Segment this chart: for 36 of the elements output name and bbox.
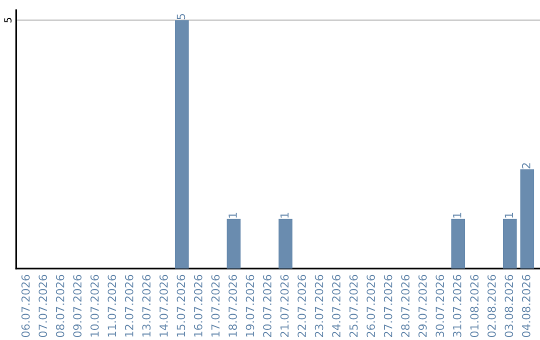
x-tick-label: 31.07.2026 — [452, 274, 462, 337]
x-tick-label: 20.07.2026 — [263, 274, 272, 337]
x-tick-label: 07.07.2026 — [38, 274, 48, 338]
x-tick-label: 08.07.2026 — [56, 274, 64, 338]
x-tick-label: 01.08.2026 — [470, 274, 479, 338]
x-tick-label: 15.07.2026 — [176, 274, 186, 337]
x-tick-label: 29.07.2026 — [418, 274, 427, 337]
x-tick-label: 12.07.2026 — [124, 274, 134, 337]
x-tick-label: 04.08.2026 — [522, 274, 530, 338]
x-tick-label: 19.07.2026 — [246, 274, 254, 337]
x-tick-label: 26.07.2026 — [366, 274, 376, 337]
x-tick-label: 17.07.2026 — [211, 274, 220, 337]
x-tick-label: 03.08.2026 — [504, 274, 514, 338]
x-tick-label: 22.07.2026 — [298, 274, 306, 337]
x-tick-label: 14.07.2026 — [159, 274, 168, 337]
x-tick-label: 23.07.2026 — [314, 274, 324, 337]
data-label: 1 — [280, 212, 289, 218]
data-label: 1 — [504, 212, 513, 218]
data-label: 1 — [453, 212, 462, 218]
x-tick-label: 10.07.2026 — [90, 274, 99, 337]
data-label: 2 — [522, 163, 530, 168]
data-label: 1 — [228, 212, 237, 218]
x-tick-label: 27.07.2026 — [384, 274, 392, 337]
x-tick-label: 30.07.2026 — [436, 274, 444, 337]
x-tick-label: 16.07.2026 — [194, 274, 202, 337]
x-tick-label: 06.07.2026 — [21, 274, 30, 338]
x-tick-label: 18.07.2026 — [228, 274, 237, 337]
x-tick-label: 21.07.2026 — [280, 274, 289, 337]
x-tick-label: 25.07.2026 — [349, 274, 358, 337]
x-tick-label: 28.07.2026 — [401, 274, 410, 337]
x-tick-label: 11.07.2026 — [108, 274, 116, 337]
data-label: 5 — [176, 14, 186, 20]
x-tick-label: 24.07.2026 — [332, 274, 341, 337]
x-tick-label: 09.07.2026 — [73, 274, 82, 338]
x-tick-label: 13.07.2026 — [142, 274, 151, 337]
x-tick-label: 02.08.2026 — [487, 274, 496, 338]
